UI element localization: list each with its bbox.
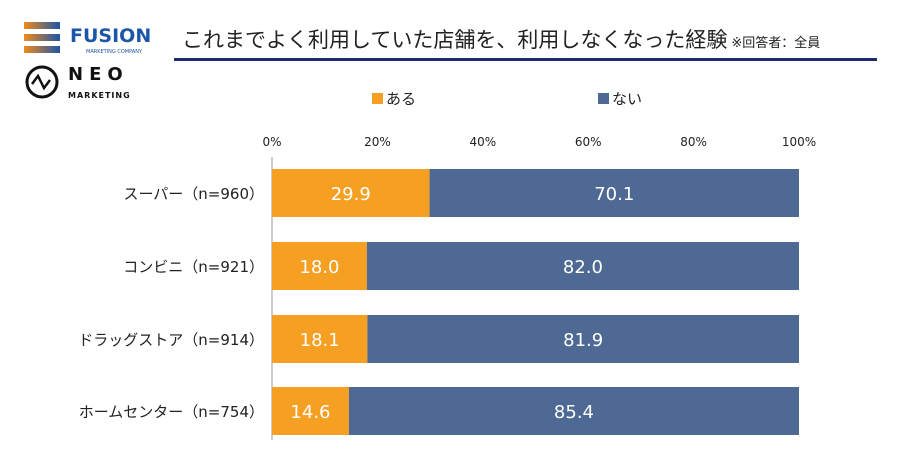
bar-segment	[367, 315, 799, 363]
x-tick-label: 100%	[782, 135, 816, 149]
data-label: 29.9	[331, 184, 371, 205]
neo-subtext: MARKETING	[68, 91, 131, 100]
data-label: 70.1	[594, 184, 634, 205]
category-label: スーパー（n=960）	[123, 185, 264, 203]
x-tick-label: 20%	[364, 135, 391, 149]
bar-segment	[272, 242, 367, 290]
data-label: 85.4	[554, 402, 594, 423]
legend-label: ない	[612, 90, 642, 108]
legend-swatch	[598, 93, 609, 104]
chart-title: これまでよく利用していた店舗を、利用しなくなった経験 ※回答者：全員	[182, 24, 820, 54]
data-label: 81.9	[563, 330, 603, 351]
title-divider	[174, 58, 877, 61]
bar-segment	[348, 387, 799, 435]
bar-segment	[272, 315, 368, 363]
x-tick-label: 0%	[262, 135, 281, 149]
bar-segment	[366, 242, 799, 290]
neo-logo: NEO MARKETING	[24, 62, 164, 108]
neo-text: NEO	[68, 64, 129, 85]
legend-swatch	[372, 93, 383, 104]
respondent-note: ※回答者：全員	[731, 36, 821, 51]
category-label: コンビニ（n=921）	[123, 258, 264, 276]
bar-segment	[272, 387, 349, 435]
x-tick-label: 60%	[575, 135, 602, 149]
bar-segment	[429, 169, 799, 217]
data-label: 18.0	[299, 257, 339, 278]
data-label: 82.0	[563, 257, 603, 278]
fusion-text: FUSION	[70, 25, 151, 47]
data-label: 18.1	[300, 330, 340, 351]
fusion-logo: FUSION MARKETING COMPANY	[24, 20, 164, 60]
category-label: ドラッグストア（n=914）	[78, 331, 264, 349]
x-tick-label: 80%	[680, 135, 707, 149]
bar-segment	[272, 169, 430, 217]
title-text: これまでよく利用していた店舗を、利用しなくなった経験	[182, 28, 728, 52]
legend-label: ある	[386, 90, 416, 108]
category-label: ホームセンター（n=754）	[79, 403, 264, 421]
fusion-subtext: MARKETING COMPANY	[86, 49, 143, 55]
data-label: 14.6	[290, 402, 330, 423]
x-tick-label: 40%	[469, 135, 496, 149]
